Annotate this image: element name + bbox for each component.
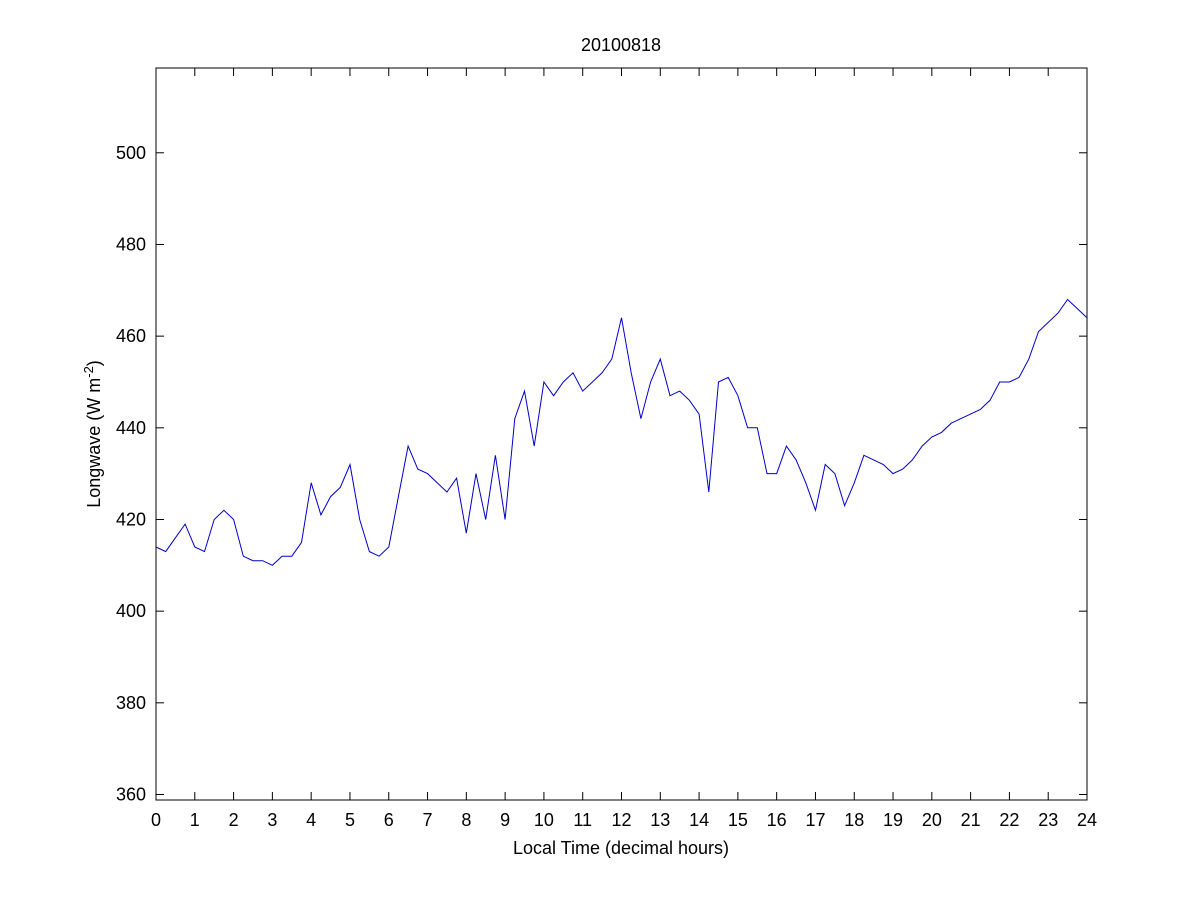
y-tick-label: 400 (116, 601, 146, 621)
x-tick-label: 0 (151, 810, 161, 830)
y-tick-label: 420 (116, 509, 146, 529)
x-tick-label: 21 (961, 810, 981, 830)
x-tick-label: 2 (229, 810, 239, 830)
y-tick-label: 380 (116, 693, 146, 713)
x-tick-label: 16 (767, 810, 787, 830)
x-tick-label: 3 (267, 810, 277, 830)
y-tick-label: 480 (116, 234, 146, 254)
x-tick-label: 24 (1077, 810, 1097, 830)
x-tick-label: 6 (384, 810, 394, 830)
x-tick-label: 8 (461, 810, 471, 830)
chart-title: 20100818 (581, 35, 661, 55)
y-tick-label: 440 (116, 418, 146, 438)
x-axis-label: Local Time (decimal hours) (513, 838, 729, 858)
x-tick-label: 18 (844, 810, 864, 830)
x-tick-label: 12 (611, 810, 631, 830)
data-line (155, 298, 1088, 566)
x-tick-label: 9 (500, 810, 510, 830)
x-tick-label: 7 (423, 810, 433, 830)
x-tick-label: 1 (190, 810, 200, 830)
y-tick-label: 460 (116, 326, 146, 346)
y-tick-label: 360 (116, 784, 146, 804)
y-label-end: ) (84, 360, 104, 366)
x-tick-label: 5 (345, 810, 355, 830)
y-label-main: Longwave (W m (84, 378, 104, 508)
x-tick-label: 23 (1038, 810, 1058, 830)
y-label-sup: -2 (81, 366, 96, 378)
y-tick-label: 500 (116, 143, 146, 163)
x-tick-label: 22 (999, 810, 1019, 830)
plot-box (155, 67, 1088, 801)
y-axis-label: Longwave (W m-2) (81, 360, 104, 508)
x-tick-label: 15 (728, 810, 748, 830)
x-tick-label: 14 (689, 810, 709, 830)
x-tick-label: 4 (306, 810, 316, 830)
x-tick-label: 13 (650, 810, 670, 830)
x-tick-label: 17 (805, 810, 825, 830)
x-tick-label: 10 (534, 810, 554, 830)
x-tick-label: 20 (922, 810, 942, 830)
x-tick-label: 11 (573, 810, 592, 830)
x-tick-label: 19 (883, 810, 903, 830)
